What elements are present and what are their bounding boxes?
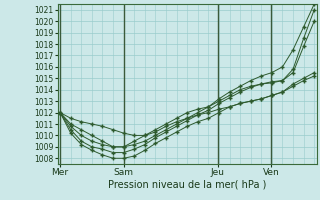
X-axis label: Pression niveau de la mer( hPa ): Pression niveau de la mer( hPa ) — [108, 180, 266, 190]
